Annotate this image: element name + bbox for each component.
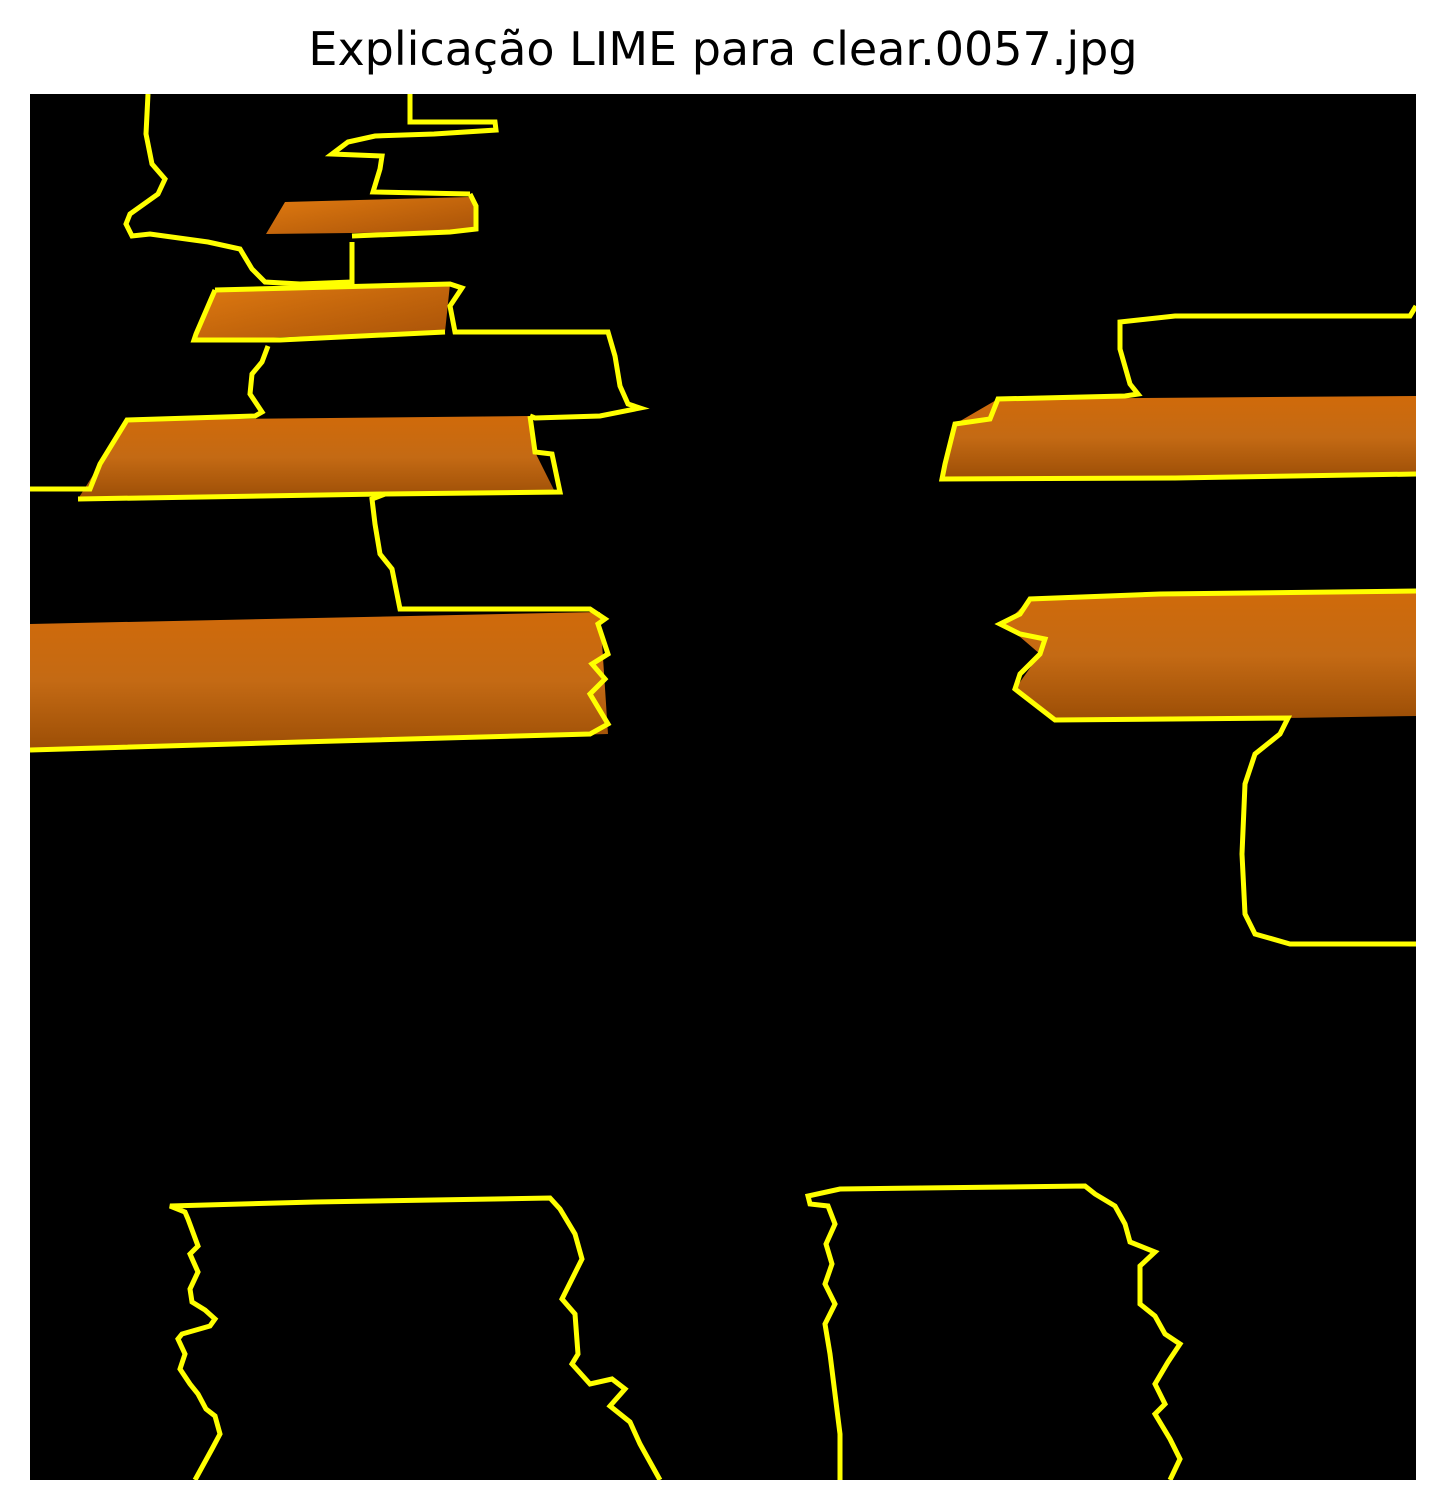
- segment-boundaries: [30, 94, 1416, 1480]
- segment-mid-left: [78, 416, 555, 499]
- segment-upper: [194, 284, 450, 340]
- lime-explanation-svg: [30, 94, 1416, 1480]
- lime-explanation-image: [30, 94, 1416, 1480]
- segment-top-small: [266, 197, 476, 234]
- segment-lower-left: [30, 612, 608, 750]
- positive-segments: [30, 197, 1416, 750]
- segment-right-lower: [1005, 591, 1416, 720]
- figure-title: Explicação LIME para clear.0057.jpg: [308, 22, 1138, 76]
- segment-right-upper: [942, 396, 1416, 479]
